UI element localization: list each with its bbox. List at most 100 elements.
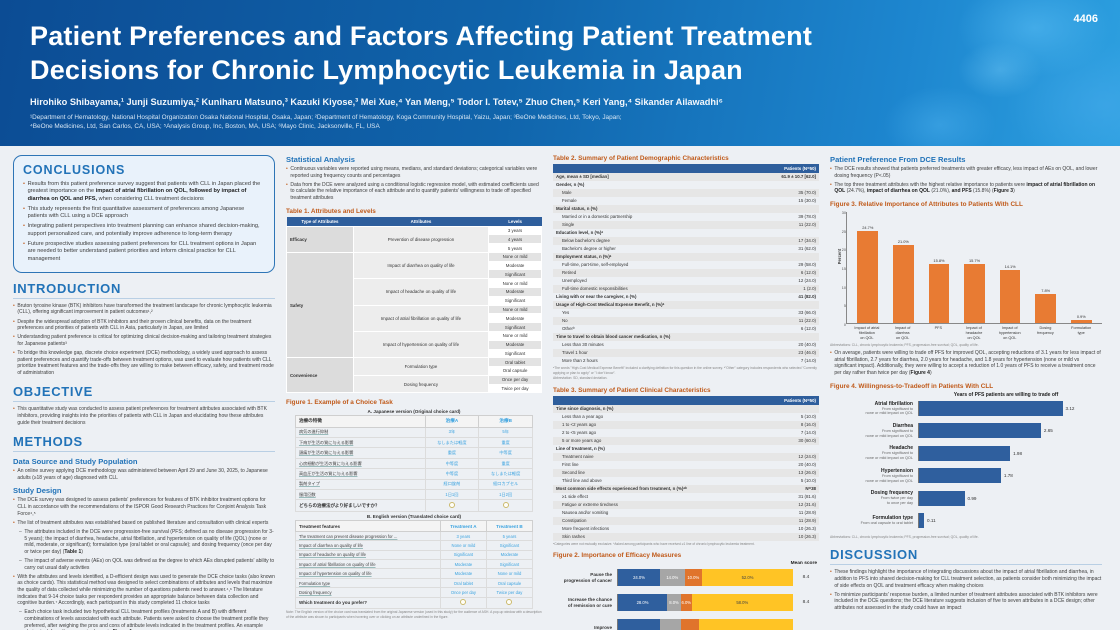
table-row: Living with or near the caregiver, n (%)… [553, 293, 819, 301]
treatment-a-cell: 中等度 [424, 457, 480, 470]
table-row: Third line and above 5 (10.0) [553, 477, 819, 485]
stacked-bar-track [617, 619, 793, 630]
table-row: Marital status, n (%) [553, 204, 819, 213]
table-row: 5 or more years ago 30 (60.0) [553, 436, 819, 445]
table-row: Skin rashes 10 (26.3) [553, 532, 819, 541]
row-label: Full-time domestic responsibilities [562, 286, 628, 292]
level-cell: None or mild [488, 330, 542, 341]
choice-row: 製剤タイプ 経口錠剤 経口カプセル [294, 478, 534, 490]
row-value: 20 (40.0) [798, 462, 816, 467]
bullet-text: Data from the DCE were analyzed using a … [290, 181, 539, 201]
affiliations-line1: ¹Department of Hematology, National Hosp… [30, 113, 622, 121]
bar-value-label: 14.1% [1004, 264, 1016, 270]
treatment-b-cell: 重度 [478, 437, 534, 449]
row-value [745, 445, 819, 453]
radio-cell [485, 596, 534, 609]
choice-header-row: 治療の特徴 治療A 治療B [294, 414, 534, 428]
figure2-caption: Figure 2. Importance of Efficacy Measure… [553, 552, 682, 560]
choice-row: Impact of diarrhea on quality of life Non… [294, 540, 534, 551]
table-row: Married or in a domestic partnership 39 (… [553, 213, 819, 221]
bullet-marker: – [19, 609, 22, 616]
treatment-b-cell: なしまたは軽度 [478, 468, 534, 480]
column-header: Attributes [353, 216, 489, 227]
bar-segment: 10.0% [684, 569, 702, 587]
table-row: Single 11 (22.0) [553, 220, 819, 229]
hbar-sublabel: From twice per day to once per day [880, 496, 913, 506]
bar-segment: 6.0% [681, 594, 692, 612]
figure1-caption: Figure 1. Example of a Choice Task [286, 399, 393, 407]
radio-cell [439, 596, 487, 609]
bullet-item: – The attributes included in the DCE were… [19, 529, 275, 555]
table-row: Treatment naive 12 (24.0) [553, 452, 819, 461]
bullet-item: • These findings highlight the importance… [830, 569, 1102, 589]
row-value: 30 (60.0) [798, 438, 816, 443]
hbar-row: Dosing frequency From twice per day to onc… [830, 490, 1102, 506]
bullet-marker: • [286, 181, 288, 188]
table-row: Second line 13 (26.0) [553, 468, 819, 477]
bar-category-label: Improve [594, 625, 612, 630]
row-label: Third line and above [562, 478, 602, 483]
hbar-track: 0.99 [918, 490, 1102, 506]
treatment-a-cell: 中等度 [424, 468, 480, 480]
choice-question-cell: どちらの治療法がより好ましいですか？ [294, 499, 426, 512]
bar-segment: 24.0% [618, 569, 660, 587]
hbar-row: Formulation type From oral capsule to ora… [830, 512, 1102, 528]
choice-row: Impact of headache on quality of life Sig… [294, 549, 534, 561]
choice-row: 服用回数 1日1回 1日2回 [294, 488, 534, 501]
choice-feature-cell: The treatment can prevent disease progre… [294, 530, 441, 542]
x-axis-tick-label: Dosing frequency [1037, 325, 1054, 335]
table-row: Retired 6 (12.0) [553, 268, 819, 277]
bar-category-label: Pause the progression of cancer [563, 572, 612, 583]
attribute-cell: Dosing frequency [352, 374, 490, 394]
table-row: Gender, n (%) [553, 181, 819, 189]
row-label: Full-time, part-time, self-employed [562, 262, 629, 268]
bar-value-label: 15.8% [933, 257, 945, 263]
table-row: Impact of headache on quality of life Non… [287, 278, 542, 306]
hbar [919, 468, 1001, 484]
table-row: Below bachelor's degree 17 (34.0) [553, 236, 819, 245]
treatment-b-header: 治療B [478, 414, 534, 428]
x-axis-tick-label: Impact of atrial fibrillation on QOL [854, 325, 880, 340]
treatment-b-cell: Twice per day [485, 587, 534, 598]
bullet-text: Integrating patient perspectives into tr… [27, 223, 260, 237]
treatment-b-header: Treatment B [485, 520, 534, 532]
bullet-item: • The DCE results showed that patients pr… [830, 166, 1102, 179]
table-row: First line 20 (40.0) [553, 461, 819, 469]
figure1-note: Note: The English version of the choice … [286, 610, 542, 619]
treatment-b-cell: 経口カプセル [478, 478, 534, 490]
affiliations: ¹Department of Hematology, National Hosp… [30, 113, 1120, 133]
bar-value-label: 0.9% [1076, 313, 1086, 319]
hbar-label: Atrial fibrillation From significant to no… [830, 401, 918, 416]
choice-question-row: Which treatment do you prefer? [294, 596, 534, 609]
column-4: Patient Preference From DCE Results • The… [830, 155, 1102, 630]
bullet-marker: • [830, 166, 832, 172]
row-label: Marital status, n (%) [556, 206, 598, 212]
table-row: Full-time domestic responsibilities 1 (2.… [553, 284, 819, 293]
bullet-marker: • [13, 497, 15, 504]
table-row: Most common side effects experienced fro… [553, 484, 819, 493]
table-row: 1 to <2 years ago 8 (16.0) [553, 420, 819, 429]
table-header-row: Patients (N=50) [553, 395, 819, 405]
choice-row: 心房細動が生活の質に与える影響 中等度 重度 [294, 457, 534, 470]
bullet-item: • The DCE survey was designed to assess p… [13, 497, 275, 517]
level-cell: Twice per day [488, 383, 542, 394]
hbar-name: Dosing frequency [870, 490, 913, 497]
row-label: Skin rashes [562, 534, 585, 539]
choice-feature-cell: 服用回数 [294, 488, 426, 501]
figure1-english-card: Treatment features Treatment A Treatment B… [294, 520, 534, 609]
row-label: 5 or more years ago [562, 438, 602, 443]
row-value: N=38 [805, 486, 816, 491]
column-header: Type of Attributes [286, 216, 354, 227]
row-value [745, 301, 819, 309]
row-label: More frequent infections [562, 526, 610, 531]
table-row: Time since diagnosis, n (%) [553, 404, 819, 413]
bullet-text: The DCE results showed that patients pre… [834, 166, 1098, 179]
table-row: Dosing frequency Once per day [287, 374, 542, 394]
attribute-type-cell: Safety [286, 251, 354, 359]
chart-title: Years of PFS patients are willing to tra… [953, 391, 1059, 398]
row-value [745, 253, 819, 261]
bullet-item: • On average, patients were willing to tr… [830, 350, 1102, 376]
bullet-item: • Bruton tyrosine kinase (BTK) inhibitors… [13, 303, 275, 316]
conclusions-heading: CONCLUSIONS [23, 163, 126, 177]
row-label: Unemployed [562, 278, 587, 284]
